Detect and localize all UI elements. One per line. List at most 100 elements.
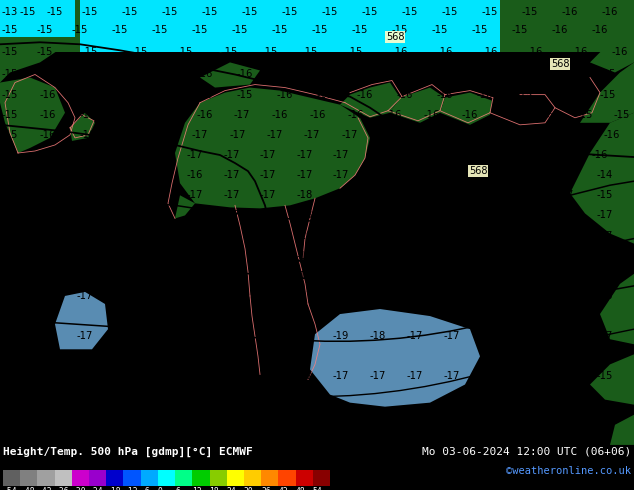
Text: -17: -17 xyxy=(297,170,313,180)
Text: -15: -15 xyxy=(222,48,238,57)
Polygon shape xyxy=(580,62,634,123)
Text: -17: -17 xyxy=(520,271,536,281)
Text: -16: -16 xyxy=(37,70,53,79)
Text: -17: -17 xyxy=(260,291,276,301)
Text: -15: -15 xyxy=(597,371,613,382)
Text: -17: -17 xyxy=(114,210,130,221)
Text: -19: -19 xyxy=(333,331,349,341)
Text: -17: -17 xyxy=(40,210,56,221)
Text: -15: -15 xyxy=(362,7,378,17)
Text: -17: -17 xyxy=(77,251,93,261)
Text: -17: -17 xyxy=(2,271,18,281)
Text: -18: -18 xyxy=(107,487,121,490)
Text: -16: -16 xyxy=(317,90,333,99)
Text: -16: -16 xyxy=(482,371,498,382)
Text: -17: -17 xyxy=(224,251,240,261)
Polygon shape xyxy=(0,0,75,37)
Text: -16: -16 xyxy=(157,70,173,79)
Text: -16: -16 xyxy=(500,110,516,120)
Text: -17: -17 xyxy=(224,371,240,382)
Text: -15: -15 xyxy=(37,25,53,35)
Text: -17: -17 xyxy=(370,150,386,160)
Text: -15: -15 xyxy=(72,25,88,35)
Text: -16: -16 xyxy=(77,150,93,160)
Bar xyxy=(192,470,209,486)
Text: -16: -16 xyxy=(187,231,203,241)
Text: -16: -16 xyxy=(277,70,293,79)
Text: -15: -15 xyxy=(232,25,248,35)
Bar xyxy=(72,470,89,486)
Polygon shape xyxy=(70,113,95,141)
Text: -17: -17 xyxy=(597,251,613,261)
Polygon shape xyxy=(590,354,634,405)
Text: -17: -17 xyxy=(482,190,498,200)
Text: -19: -19 xyxy=(297,231,313,241)
Text: -15: -15 xyxy=(2,90,18,99)
Bar xyxy=(20,470,37,486)
Bar xyxy=(107,470,124,486)
Text: -17: -17 xyxy=(40,331,56,341)
Polygon shape xyxy=(440,93,492,125)
Text: -16: -16 xyxy=(237,70,253,79)
Text: -17: -17 xyxy=(77,331,93,341)
Bar xyxy=(141,470,158,486)
Text: -17: -17 xyxy=(370,371,386,382)
Text: -17: -17 xyxy=(558,210,574,221)
Text: -17: -17 xyxy=(40,371,56,382)
Text: -16: -16 xyxy=(77,70,93,79)
Text: -17: -17 xyxy=(77,291,93,301)
Text: -15: -15 xyxy=(202,7,218,17)
Text: -16: -16 xyxy=(462,110,478,120)
Text: -16: -16 xyxy=(150,210,166,221)
Text: -17: -17 xyxy=(224,271,240,281)
Text: -15: -15 xyxy=(522,7,538,17)
Bar xyxy=(313,470,330,486)
Polygon shape xyxy=(0,0,634,52)
Text: -14: -14 xyxy=(597,170,613,180)
Text: -18: -18 xyxy=(333,251,349,261)
Text: -15: -15 xyxy=(20,7,36,17)
Text: -16: -16 xyxy=(117,130,133,140)
Text: -15: -15 xyxy=(482,7,498,17)
Text: -17: -17 xyxy=(370,271,386,281)
Bar xyxy=(124,470,141,486)
Text: -15: -15 xyxy=(600,90,616,99)
Bar xyxy=(37,470,55,486)
Text: -18: -18 xyxy=(77,210,93,221)
Text: -16: -16 xyxy=(562,7,578,17)
Bar xyxy=(175,470,192,486)
Text: -17: -17 xyxy=(342,130,358,140)
Text: -17: -17 xyxy=(482,231,498,241)
Text: -15: -15 xyxy=(347,48,363,57)
Text: -16: -16 xyxy=(150,170,166,180)
Text: -17: -17 xyxy=(260,150,276,160)
Text: -17: -17 xyxy=(482,251,498,261)
Bar xyxy=(227,470,244,486)
Text: -16: -16 xyxy=(277,90,293,99)
Text: -17: -17 xyxy=(558,190,574,200)
Text: -17: -17 xyxy=(407,371,423,382)
Text: -17: -17 xyxy=(407,271,423,281)
Text: -17: -17 xyxy=(370,190,386,200)
Text: -16: -16 xyxy=(187,331,203,341)
Text: -15: -15 xyxy=(132,48,148,57)
Text: -17: -17 xyxy=(482,291,498,301)
Text: -15: -15 xyxy=(152,25,168,35)
Text: -17: -17 xyxy=(260,170,276,180)
Text: -17: -17 xyxy=(333,271,349,281)
Text: ©weatheronline.co.uk: ©weatheronline.co.uk xyxy=(506,466,631,475)
Text: -18: -18 xyxy=(333,190,349,200)
Text: -15: -15 xyxy=(517,70,533,79)
Text: -17: -17 xyxy=(260,371,276,382)
Text: -16: -16 xyxy=(480,150,496,160)
Text: -18: -18 xyxy=(260,331,276,341)
Text: -17: -17 xyxy=(192,130,208,140)
Text: -16: -16 xyxy=(357,90,373,99)
Text: -17: -17 xyxy=(370,170,386,180)
Text: -17: -17 xyxy=(150,150,166,160)
Text: -17: -17 xyxy=(187,371,203,382)
Text: -18: -18 xyxy=(297,190,313,200)
Text: -16: -16 xyxy=(187,170,203,180)
Polygon shape xyxy=(600,274,634,344)
Text: 6: 6 xyxy=(175,487,180,490)
